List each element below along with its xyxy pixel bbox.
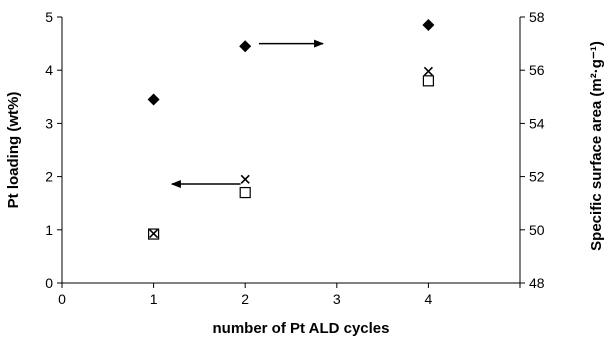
x-tick-label: 0 xyxy=(58,291,66,307)
y-right-tick-label: 54 xyxy=(529,115,545,131)
ticks: 0 1 2 3 4 0 1 2 3 4 5 48 50 52 54 56 58 xyxy=(45,9,545,307)
filled-diamond-point xyxy=(239,40,252,53)
y-left-tick-label: 0 xyxy=(45,275,53,291)
cross-point xyxy=(240,174,250,184)
open-square-point xyxy=(148,228,160,240)
y-left-tick-label: 2 xyxy=(45,169,53,185)
axes xyxy=(61,17,521,284)
cross-point xyxy=(423,66,433,76)
y-left-tick-label: 1 xyxy=(45,222,53,238)
y-axis-left-title: Pt loading (wt%) xyxy=(5,92,22,209)
x-tick-label: 2 xyxy=(241,291,249,307)
data-marks xyxy=(147,18,435,240)
open-square-point xyxy=(239,186,251,199)
open-square-point xyxy=(422,75,434,87)
annotations xyxy=(170,39,325,189)
x-tick-label: 3 xyxy=(333,291,341,307)
y-right-tick-label: 58 xyxy=(529,9,545,25)
filled-diamond-point xyxy=(147,93,160,106)
y-axis-right-title: Specific surface area (m²·g⁻¹) xyxy=(588,41,605,251)
y-left-tick-label: 3 xyxy=(45,115,53,131)
y-right-tick-label: 50 xyxy=(529,222,545,238)
y-right-tick-label: 52 xyxy=(529,169,545,185)
x-axis-title: number of Pt ALD cycles xyxy=(213,320,390,337)
y-left-tick-label: 5 xyxy=(45,9,53,25)
cross-point xyxy=(149,228,159,239)
y-right-tick-label: 56 xyxy=(529,62,545,78)
y-right-tick-label: 48 xyxy=(529,275,545,291)
filled-diamond-point xyxy=(422,18,435,31)
x-tick-label: 1 xyxy=(150,291,158,307)
x-tick-label: 4 xyxy=(425,291,433,307)
y-left-tick-label: 4 xyxy=(45,62,53,78)
